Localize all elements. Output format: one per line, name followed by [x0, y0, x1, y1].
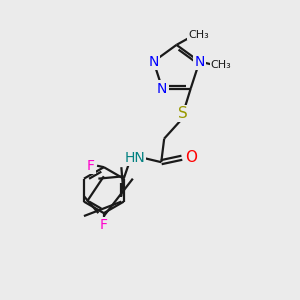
- Text: N: N: [157, 82, 167, 96]
- Text: N: N: [148, 55, 159, 69]
- Text: F: F: [87, 159, 94, 173]
- Text: CH₃: CH₃: [211, 59, 231, 70]
- Text: CH₃: CH₃: [188, 30, 209, 40]
- Text: O: O: [185, 150, 197, 165]
- Text: HN: HN: [124, 151, 145, 165]
- Text: S: S: [178, 106, 188, 121]
- Text: N: N: [194, 55, 205, 69]
- Text: F: F: [100, 218, 108, 232]
